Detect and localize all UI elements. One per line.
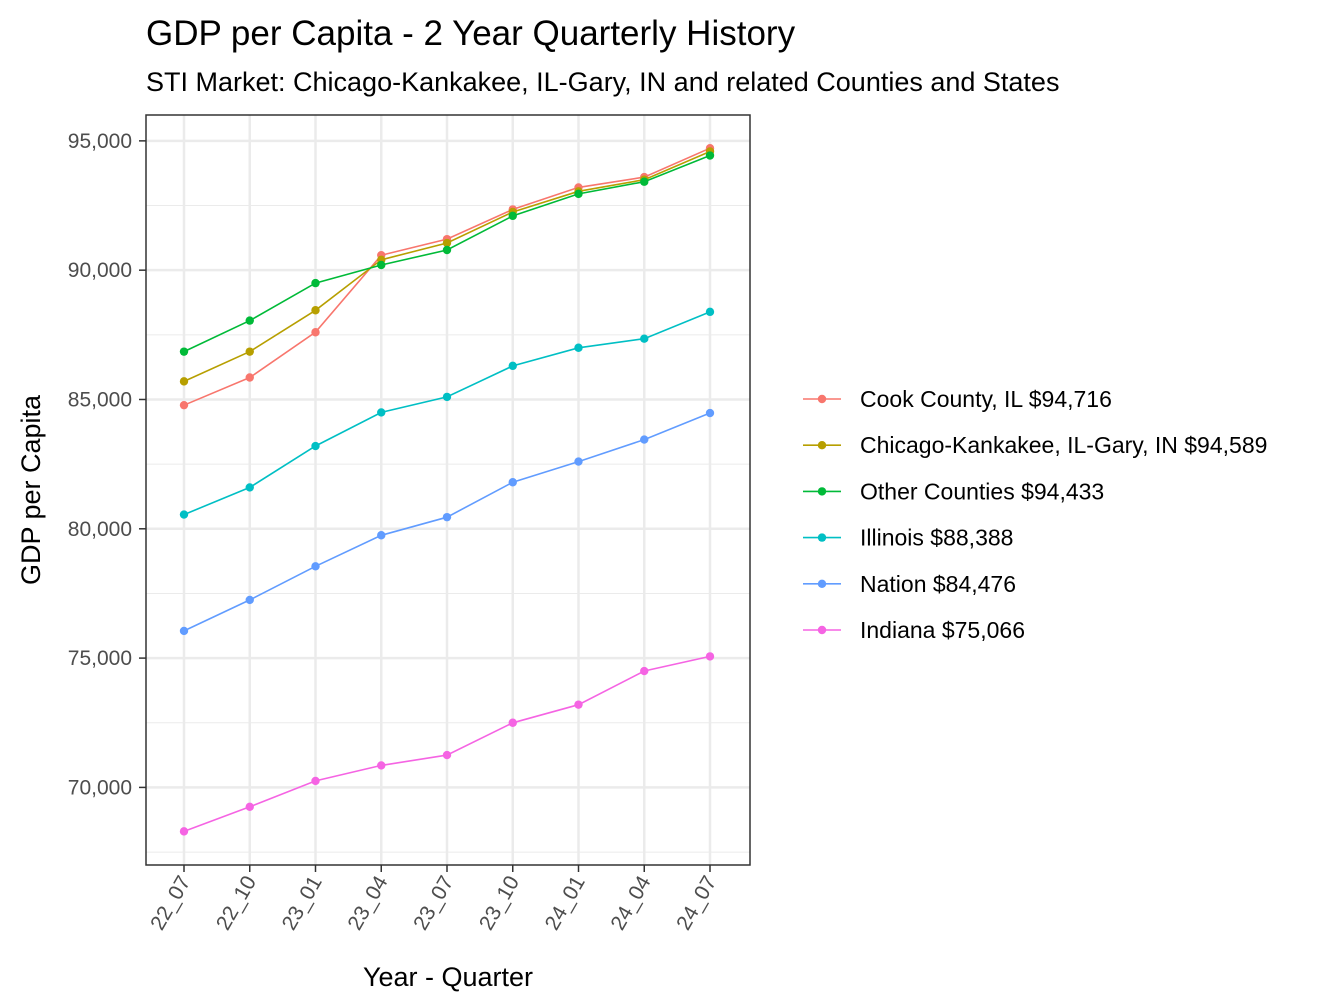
legend-key-point xyxy=(817,487,827,496)
data-point xyxy=(179,347,189,356)
data-point xyxy=(179,400,189,410)
data-point xyxy=(311,776,320,786)
legend-label: Chicago-Kankakee, IL-Gary, IN $94,589 xyxy=(860,432,1267,458)
data-point xyxy=(245,373,254,382)
data-point xyxy=(574,189,583,199)
data-point xyxy=(442,512,452,522)
data-point xyxy=(705,652,715,661)
data-point xyxy=(442,245,452,255)
legend-key-point xyxy=(817,533,827,542)
y-tick-label: 70,000 xyxy=(68,776,132,799)
legend: Cook County, IL $94,716 Chicago-Kankakee,… xyxy=(803,386,1267,643)
data-point xyxy=(377,408,386,417)
legend-key-point xyxy=(817,625,827,635)
data-point xyxy=(179,510,189,519)
legend-label: Illinois $88,388 xyxy=(860,525,1013,551)
data-point xyxy=(508,361,517,371)
data-point xyxy=(574,343,583,352)
legend-item: Chicago-Kankakee, IL-Gary, IN $94,589 xyxy=(803,432,1267,458)
x-tick-label: 24_07 xyxy=(672,872,721,934)
x-tick-label: 23_04 xyxy=(343,872,392,934)
y-tick-label: 85,000 xyxy=(68,388,132,411)
x-tick-label: 22_10 xyxy=(212,872,261,934)
x-axis: 22_07 22_10 23_01 23_04 23_07 23_10 24_01 24_04… xyxy=(146,865,721,934)
legend-item: Illinois $88,388 xyxy=(803,525,1013,551)
data-point xyxy=(311,441,320,451)
legend-key-point xyxy=(817,441,827,450)
plot-panel-border xyxy=(145,114,751,866)
y-tick-label: 95,000 xyxy=(68,130,132,153)
data-point xyxy=(245,483,254,492)
y-tick-label: 90,000 xyxy=(68,259,132,282)
data-point xyxy=(640,177,649,186)
legend-label: Cook County, IL $94,716 xyxy=(860,386,1112,412)
x-tick-label: 24_01 xyxy=(541,872,590,934)
data-point xyxy=(377,260,386,270)
data-point xyxy=(705,408,715,418)
legend-label: Nation $84,476 xyxy=(860,571,1016,597)
x-tick-label: 22_07 xyxy=(146,872,195,934)
data-point xyxy=(508,718,517,727)
y-axis: 70,000 75,000 80,000 85,000 90,000 95,000 xyxy=(68,130,146,799)
x-axis-title: Year - Quarter xyxy=(363,962,533,992)
data-point xyxy=(179,377,189,386)
data-point xyxy=(508,211,517,221)
y-axis-title: GDP per Capita xyxy=(16,394,46,585)
data-point xyxy=(442,392,452,402)
series-layer xyxy=(179,144,715,836)
data-point xyxy=(311,306,320,315)
chart-subtitle: STI Market: Chicago-Kankakee, IL-Gary, I… xyxy=(146,67,1059,97)
data-point xyxy=(640,435,649,444)
data-point xyxy=(179,827,189,836)
data-point xyxy=(442,238,452,248)
data-point xyxy=(311,328,320,337)
data-point xyxy=(245,802,254,812)
data-point xyxy=(442,750,452,760)
data-point xyxy=(377,531,386,540)
data-point xyxy=(508,478,517,487)
legend-item: Cook County, IL $94,716 xyxy=(803,386,1112,412)
data-point xyxy=(377,761,386,770)
data-point xyxy=(311,278,320,288)
data-point xyxy=(705,307,715,317)
y-tick-label: 80,000 xyxy=(68,518,132,541)
legend-item: Other Counties $94,433 xyxy=(803,478,1104,504)
data-point xyxy=(179,626,189,636)
x-tick-label: 23_10 xyxy=(475,872,524,934)
x-tick-label: 24_04 xyxy=(606,872,655,934)
legend-key-point xyxy=(817,579,827,588)
data-point xyxy=(245,316,254,325)
data-point xyxy=(245,595,254,605)
legend-key-point xyxy=(817,394,827,404)
chart-title: GDP per Capita - 2 Year Quarterly Histor… xyxy=(146,14,796,53)
data-point xyxy=(574,700,583,709)
x-tick-label: 23_01 xyxy=(278,872,327,934)
data-point xyxy=(311,562,320,571)
legend-label: Other Counties $94,433 xyxy=(860,478,1104,504)
data-point xyxy=(245,347,254,356)
series-other-counties xyxy=(179,151,715,356)
series-illinois xyxy=(179,307,715,519)
legend-item: Nation $84,476 xyxy=(803,571,1016,597)
legend-label: Indiana $75,066 xyxy=(860,617,1025,643)
y-tick-label: 75,000 xyxy=(68,647,132,670)
data-point xyxy=(705,151,715,160)
x-tick-label: 23_07 xyxy=(409,872,458,934)
data-point xyxy=(640,666,649,676)
series-nation xyxy=(179,408,715,636)
data-point xyxy=(574,457,583,466)
series-indiana xyxy=(179,652,715,836)
data-point xyxy=(640,334,649,343)
legend-item: Indiana $75,066 xyxy=(803,617,1025,643)
